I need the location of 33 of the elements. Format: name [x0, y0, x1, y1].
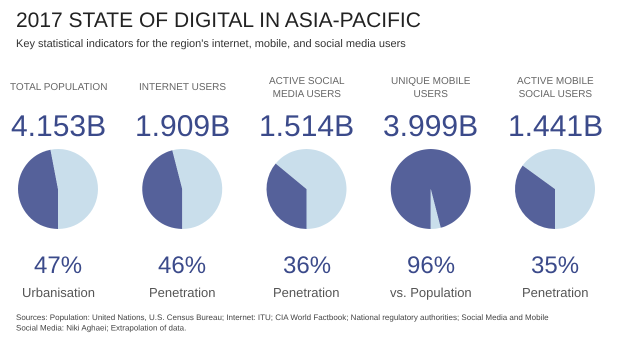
text: 4.153B	[11, 110, 106, 143]
pie-slice	[390, 149, 471, 229]
pie-slice	[50, 149, 98, 229]
text: Penetration	[273, 285, 340, 300]
chart-title: INTERNET USERS	[139, 82, 226, 93]
pie-slice	[266, 164, 306, 229]
chart-title: ACTIVE SOCIAL MEDIA USERS	[269, 76, 346, 100]
data-label: 36%	[283, 252, 332, 279]
text: vs. Population	[390, 285, 472, 300]
text: Urbanisation	[22, 285, 95, 300]
pie-slice	[172, 149, 222, 229]
chart-title: UNIQUE MOBILE USERS	[391, 76, 471, 100]
text: 3.999B	[383, 110, 478, 143]
pie-slice	[142, 150, 182, 229]
text: Penetration	[522, 285, 588, 300]
source-note: Sources: Population: United Nations, U.S. Census Bureau; Internet: ITU; CIA World Factbook; National regulatory authorities; Social Media and Mobile Social Media: Niki Aghaei; Extrapolation of data.	[16, 313, 550, 332]
data-label: 46%	[158, 252, 206, 279]
pie-slice	[430, 189, 441, 229]
pie-slice	[515, 165, 555, 229]
pie-slice	[522, 149, 595, 229]
text: Penetration	[149, 285, 216, 300]
text: 1.441B	[508, 110, 604, 143]
chart-title: TOTAL POPULATION	[10, 82, 108, 93]
pie-slice	[276, 149, 346, 229]
text: 1.514B	[259, 110, 354, 143]
text: 1.909B	[135, 110, 230, 143]
chart-title: ACTIVE MOBILE SOCIAL USERS	[517, 76, 594, 100]
data-label: 47%	[34, 252, 82, 279]
pie-slice	[18, 150, 58, 229]
data-label: 35%	[531, 252, 580, 279]
text: Key statistical indicators for the region's internet, mobile, and social media users	[16, 38, 406, 50]
data-label: 96%	[407, 252, 456, 279]
text: 2017 STATE OF DIGITAL IN ASIA-PACIFIC	[16, 9, 421, 32]
